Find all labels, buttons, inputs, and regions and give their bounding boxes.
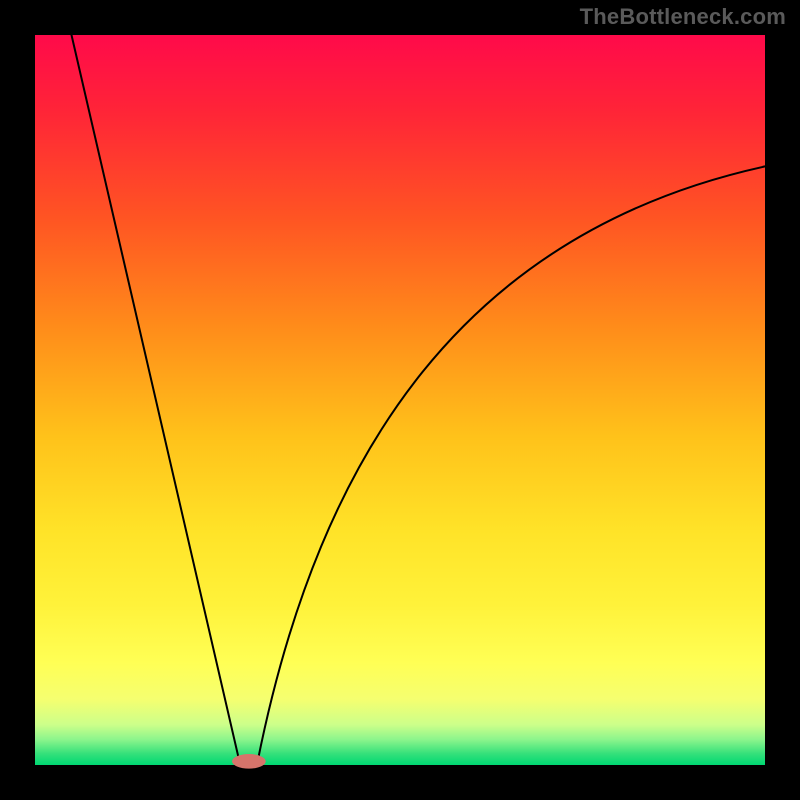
optimal-point-marker	[232, 754, 266, 769]
watermark-text: TheBottleneck.com	[580, 4, 786, 30]
bottleneck-chart	[0, 0, 800, 800]
plot-background	[35, 35, 765, 765]
chart-container: TheBottleneck.com	[0, 0, 800, 800]
